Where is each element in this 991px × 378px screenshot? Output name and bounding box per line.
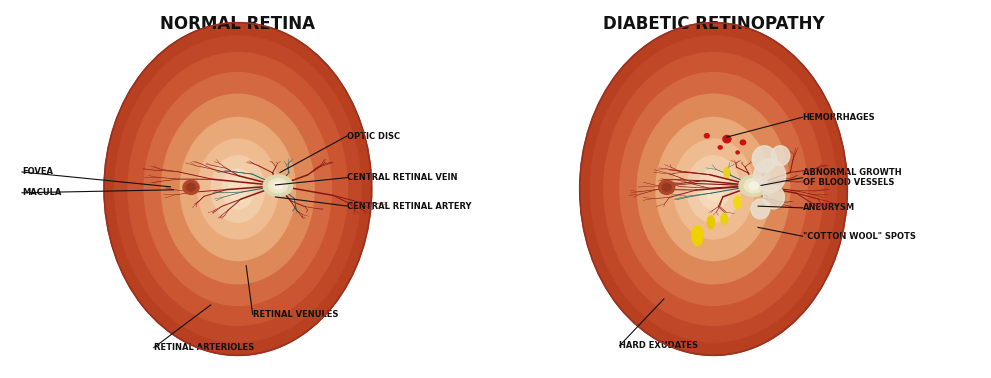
Ellipse shape: [656, 118, 771, 260]
Ellipse shape: [736, 151, 739, 154]
Text: MACULA: MACULA: [22, 188, 61, 197]
Ellipse shape: [269, 179, 287, 193]
Ellipse shape: [229, 177, 247, 201]
Ellipse shape: [687, 156, 740, 222]
Ellipse shape: [705, 177, 722, 201]
Ellipse shape: [752, 146, 776, 172]
Text: DIABETIC RETINOPATHY: DIABETIC RETINOPATHY: [603, 15, 825, 33]
Ellipse shape: [128, 53, 348, 325]
Text: CENTRAL RETINAL VEIN: CENTRAL RETINAL VEIN: [347, 173, 458, 182]
Ellipse shape: [637, 94, 790, 284]
Ellipse shape: [264, 175, 292, 197]
Ellipse shape: [751, 199, 770, 219]
Ellipse shape: [708, 216, 715, 229]
Ellipse shape: [753, 159, 786, 192]
Ellipse shape: [674, 139, 753, 239]
Ellipse shape: [771, 146, 790, 166]
Ellipse shape: [186, 184, 195, 191]
Ellipse shape: [698, 169, 729, 209]
Ellipse shape: [180, 118, 295, 260]
Ellipse shape: [183, 180, 199, 194]
Ellipse shape: [705, 133, 710, 138]
Ellipse shape: [162, 94, 314, 284]
Text: FOVEA: FOVEA: [22, 167, 53, 177]
Text: ABNORMAL GROWTH
OF BLOOD VESSELS: ABNORMAL GROWTH OF BLOOD VESSELS: [803, 168, 902, 187]
Text: "COTTON WOOL" SPOTS: "COTTON WOOL" SPOTS: [803, 232, 916, 241]
Ellipse shape: [734, 196, 741, 209]
Text: HARD EXUDATES: HARD EXUDATES: [619, 341, 699, 350]
Ellipse shape: [115, 36, 361, 342]
Ellipse shape: [222, 169, 254, 209]
Ellipse shape: [580, 23, 847, 355]
Ellipse shape: [763, 186, 785, 209]
Text: ANEURYSM: ANEURYSM: [803, 203, 855, 212]
Ellipse shape: [145, 73, 331, 305]
Text: OPTIC DISC: OPTIC DISC: [347, 132, 400, 141]
Text: CENTRAL RETINAL ARTERY: CENTRAL RETINAL ARTERY: [347, 201, 472, 211]
Ellipse shape: [604, 53, 824, 325]
Ellipse shape: [722, 135, 731, 143]
Ellipse shape: [720, 214, 727, 225]
Ellipse shape: [662, 184, 671, 191]
Ellipse shape: [198, 139, 277, 239]
Ellipse shape: [104, 23, 372, 355]
Text: HEMORRHAGES: HEMORRHAGES: [803, 113, 875, 122]
Text: RETINAL ARTERIOLES: RETINAL ARTERIOLES: [154, 343, 254, 352]
Ellipse shape: [718, 146, 722, 149]
Ellipse shape: [591, 36, 836, 342]
Ellipse shape: [274, 182, 282, 189]
Ellipse shape: [739, 175, 768, 197]
Ellipse shape: [724, 167, 729, 177]
Ellipse shape: [740, 140, 745, 145]
Text: RETINAL VENULES: RETINAL VENULES: [253, 310, 338, 319]
Ellipse shape: [749, 182, 758, 189]
Ellipse shape: [211, 156, 265, 222]
Ellipse shape: [659, 180, 675, 194]
Ellipse shape: [744, 179, 763, 193]
Ellipse shape: [692, 226, 703, 246]
Ellipse shape: [620, 73, 807, 305]
Text: NORMAL RETINA: NORMAL RETINA: [161, 15, 315, 33]
